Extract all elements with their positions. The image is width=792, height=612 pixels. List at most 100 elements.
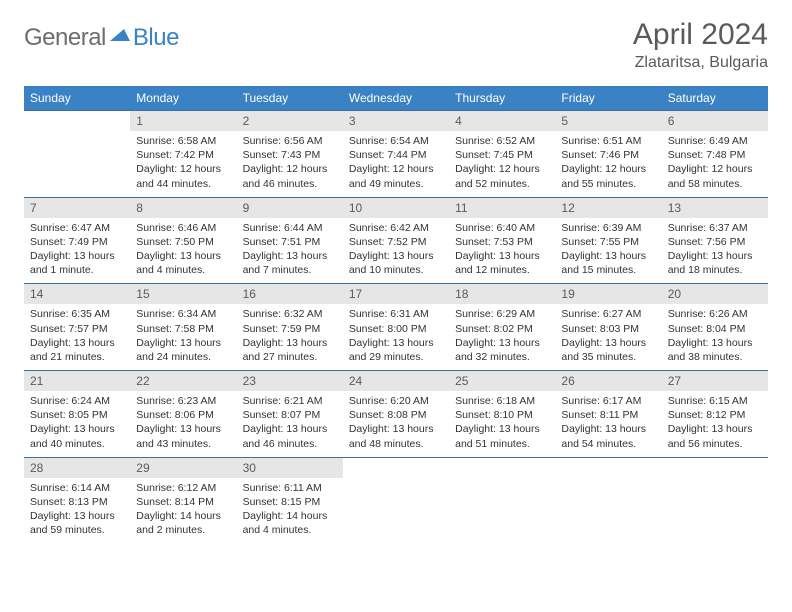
daylight-line: Daylight: 13 hours and 27 minutes. [243, 336, 337, 364]
day-number-cell: 15 [130, 284, 236, 305]
day-number-cell [449, 457, 555, 478]
day-number-cell: 17 [343, 284, 449, 305]
sunrise-line: Sunrise: 6:35 AM [30, 307, 124, 321]
sunset-line: Sunset: 8:14 PM [136, 495, 230, 509]
daylight-line: Daylight: 13 hours and 24 minutes. [136, 336, 230, 364]
sunset-line: Sunset: 8:05 PM [30, 408, 124, 422]
day-number-cell: 10 [343, 197, 449, 218]
sunrise-line: Sunrise: 6:29 AM [455, 307, 549, 321]
sunrise-line: Sunrise: 6:20 AM [349, 394, 443, 408]
day-detail-cell: Sunrise: 6:14 AMSunset: 8:13 PMDaylight:… [24, 478, 130, 544]
daylight-line: Daylight: 13 hours and 21 minutes. [30, 336, 124, 364]
sunrise-line: Sunrise: 6:12 AM [136, 481, 230, 495]
daylight-line: Daylight: 13 hours and 4 minutes. [136, 249, 230, 277]
day-number-cell: 27 [662, 371, 768, 392]
day-detail-cell: Sunrise: 6:23 AMSunset: 8:06 PMDaylight:… [130, 391, 236, 457]
daylight-line: Daylight: 13 hours and 46 minutes. [243, 422, 337, 450]
day-detail-cell: Sunrise: 6:11 AMSunset: 8:15 PMDaylight:… [237, 478, 343, 544]
sunrise-line: Sunrise: 6:15 AM [668, 394, 762, 408]
daylight-line: Daylight: 13 hours and 51 minutes. [455, 422, 549, 450]
day-detail-cell: Sunrise: 6:40 AMSunset: 7:53 PMDaylight:… [449, 218, 555, 284]
day-number-row: 21222324252627 [24, 371, 768, 392]
sunrise-line: Sunrise: 6:56 AM [243, 134, 337, 148]
sunrise-line: Sunrise: 6:26 AM [668, 307, 762, 321]
day-detail-cell [24, 131, 130, 197]
sunset-line: Sunset: 7:42 PM [136, 148, 230, 162]
sunrise-line: Sunrise: 6:51 AM [561, 134, 655, 148]
sunset-line: Sunset: 7:44 PM [349, 148, 443, 162]
day-number-cell: 2 [237, 111, 343, 132]
sunset-line: Sunset: 8:03 PM [561, 322, 655, 336]
weekday-header: Sunday [24, 86, 130, 111]
calendar-header-row: SundayMondayTuesdayWednesdayThursdayFrid… [24, 86, 768, 111]
daylight-line: Daylight: 13 hours and 35 minutes. [561, 336, 655, 364]
day-number-cell: 18 [449, 284, 555, 305]
day-number-cell: 21 [24, 371, 130, 392]
sunset-line: Sunset: 8:02 PM [455, 322, 549, 336]
day-number-cell: 22 [130, 371, 236, 392]
day-number-row: 14151617181920 [24, 284, 768, 305]
location-label: Zlataritsa, Bulgaria [633, 54, 768, 72]
day-number-cell: 1 [130, 111, 236, 132]
sunrise-line: Sunrise: 6:42 AM [349, 221, 443, 235]
day-detail-row: Sunrise: 6:47 AMSunset: 7:49 PMDaylight:… [24, 218, 768, 284]
sunrise-line: Sunrise: 6:32 AM [243, 307, 337, 321]
sunset-line: Sunset: 8:04 PM [668, 322, 762, 336]
sunrise-line: Sunrise: 6:21 AM [243, 394, 337, 408]
day-number-cell [555, 457, 661, 478]
day-number-cell: 5 [555, 111, 661, 132]
daylight-line: Daylight: 12 hours and 46 minutes. [243, 162, 337, 190]
day-number-cell: 16 [237, 284, 343, 305]
sunset-line: Sunset: 8:13 PM [30, 495, 124, 509]
day-number-cell: 4 [449, 111, 555, 132]
day-detail-cell: Sunrise: 6:39 AMSunset: 7:55 PMDaylight:… [555, 218, 661, 284]
sunset-line: Sunset: 7:58 PM [136, 322, 230, 336]
sunrise-line: Sunrise: 6:14 AM [30, 481, 124, 495]
sunset-line: Sunset: 7:50 PM [136, 235, 230, 249]
daylight-line: Daylight: 13 hours and 48 minutes. [349, 422, 443, 450]
day-number-cell: 19 [555, 284, 661, 305]
logo: General Blue [24, 24, 179, 52]
daylight-line: Daylight: 14 hours and 2 minutes. [136, 509, 230, 537]
daylight-line: Daylight: 12 hours and 55 minutes. [561, 162, 655, 190]
day-detail-row: Sunrise: 6:14 AMSunset: 8:13 PMDaylight:… [24, 478, 768, 544]
daylight-line: Daylight: 13 hours and 43 minutes. [136, 422, 230, 450]
sunrise-line: Sunrise: 6:40 AM [455, 221, 549, 235]
daylight-line: Daylight: 13 hours and 15 minutes. [561, 249, 655, 277]
day-number-row: 123456 [24, 111, 768, 132]
day-detail-cell [662, 478, 768, 544]
day-number-cell: 30 [237, 457, 343, 478]
sunrise-line: Sunrise: 6:37 AM [668, 221, 762, 235]
day-detail-cell [449, 478, 555, 544]
calendar-table: SundayMondayTuesdayWednesdayThursdayFrid… [24, 86, 768, 543]
sunrise-line: Sunrise: 6:23 AM [136, 394, 230, 408]
sunset-line: Sunset: 8:00 PM [349, 322, 443, 336]
sunset-line: Sunset: 8:08 PM [349, 408, 443, 422]
day-number-cell [343, 457, 449, 478]
weekday-header: Saturday [662, 86, 768, 111]
day-detail-cell: Sunrise: 6:21 AMSunset: 8:07 PMDaylight:… [237, 391, 343, 457]
day-detail-cell: Sunrise: 6:46 AMSunset: 7:50 PMDaylight:… [130, 218, 236, 284]
sunrise-line: Sunrise: 6:58 AM [136, 134, 230, 148]
sunrise-line: Sunrise: 6:24 AM [30, 394, 124, 408]
day-detail-cell [555, 478, 661, 544]
daylight-line: Daylight: 12 hours and 49 minutes. [349, 162, 443, 190]
daylight-line: Daylight: 13 hours and 32 minutes. [455, 336, 549, 364]
sunset-line: Sunset: 8:11 PM [561, 408, 655, 422]
day-detail-cell: Sunrise: 6:34 AMSunset: 7:58 PMDaylight:… [130, 304, 236, 370]
day-number-cell: 25 [449, 371, 555, 392]
daylight-line: Daylight: 13 hours and 7 minutes. [243, 249, 337, 277]
sunset-line: Sunset: 8:06 PM [136, 408, 230, 422]
weekday-header: Wednesday [343, 86, 449, 111]
logo-text-general: General [24, 24, 106, 52]
daylight-line: Daylight: 13 hours and 59 minutes. [30, 509, 124, 537]
day-detail-row: Sunrise: 6:35 AMSunset: 7:57 PMDaylight:… [24, 304, 768, 370]
sunrise-line: Sunrise: 6:54 AM [349, 134, 443, 148]
sunrise-line: Sunrise: 6:31 AM [349, 307, 443, 321]
day-number-cell: 12 [555, 197, 661, 218]
sunrise-line: Sunrise: 6:11 AM [243, 481, 337, 495]
daylight-line: Daylight: 13 hours and 12 minutes. [455, 249, 549, 277]
day-number-cell: 23 [237, 371, 343, 392]
day-detail-cell: Sunrise: 6:15 AMSunset: 8:12 PMDaylight:… [662, 391, 768, 457]
day-number-cell: 24 [343, 371, 449, 392]
